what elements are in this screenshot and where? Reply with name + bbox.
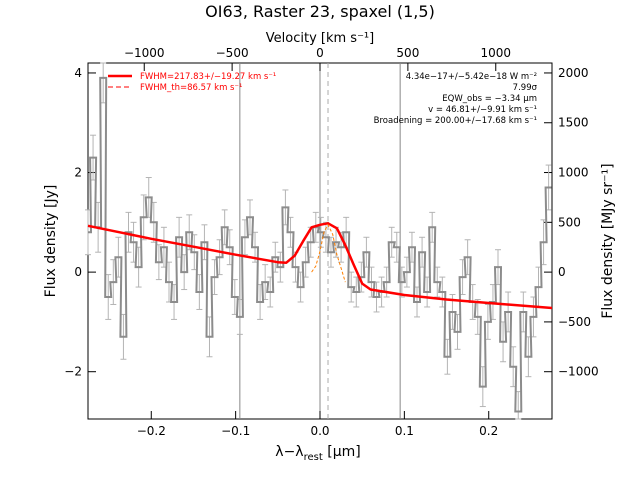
- y-axis-label-right: Flux density [MJy sr⁻¹]: [600, 163, 616, 318]
- right-tick-label: 2000: [558, 66, 589, 80]
- legend: FWHM=217.83+/−19.27 km s⁻¹ FWHM_th=86.57…: [108, 72, 276, 93]
- chart-title: OI63, Raster 23, spaxel (1,5): [205, 2, 435, 21]
- series-group: [87, 76, 553, 413]
- right-tick-label: 1000: [558, 166, 589, 180]
- right-tick-label: 0: [558, 265, 566, 279]
- annotations: 4.34e−17+/−5.42e−18 W m⁻² 7.99σ EQW_obs …: [374, 72, 538, 126]
- annotation-broadening: Broadening = 200.00+/−17.68 km s⁻¹: [374, 116, 537, 126]
- axis-ticks: −0.2 −0.1 0.0 0.1 0.2 −2 0 2 4 −1000 −500 0 500 1000 −…: [64, 46, 598, 438]
- right-tick-label: −500: [558, 315, 591, 329]
- y-tick-label: 4: [74, 66, 82, 80]
- top-tick-label: −1000: [124, 46, 165, 60]
- top-tick-label: −500: [216, 46, 249, 60]
- y-tick-label: −2: [64, 365, 82, 379]
- thermal-width-curve: [311, 223, 346, 283]
- y-tick-label: 0: [74, 265, 82, 279]
- x-tick-label: 0.1: [395, 424, 414, 438]
- y-axis-label: Flux density [Jy]: [43, 185, 59, 298]
- top-tick-label: 500: [396, 46, 419, 60]
- top-tick-label: 0: [316, 46, 324, 60]
- x-axis-label-unit: [μm]: [323, 444, 361, 460]
- x-axis-label: λ−λrest [μm]: [275, 444, 360, 463]
- x-tick-label: −0.1: [221, 424, 250, 438]
- top-tick-label: 1000: [480, 46, 511, 60]
- right-tick-label: −1000: [558, 365, 599, 379]
- x-axis-label-main: λ−λ: [275, 444, 303, 460]
- annotation-sigma: 7.99σ: [513, 83, 538, 93]
- x-axis-label-sub: rest: [304, 452, 323, 463]
- annotation-flux: 4.34e−17+/−5.42e−18 W m⁻²: [406, 72, 537, 82]
- annotation-eqw: EQW_obs = −3.34 μm: [442, 94, 537, 104]
- top-axis-label: Velocity [km s⁻¹]: [266, 31, 374, 46]
- right-tick-label: 1500: [558, 116, 589, 130]
- x-tick-label: 0.0: [310, 424, 329, 438]
- right-tick-label: 500: [558, 215, 581, 229]
- vertical-markers: [239, 63, 401, 419]
- x-tick-label: −0.2: [137, 424, 166, 438]
- y-tick-label: 2: [74, 166, 82, 180]
- legend-thermal-label: FWHM_th=86.57 km s⁻¹: [140, 83, 242, 93]
- annotation-velocity: v = 46.81+/−9.91 km s⁻¹: [428, 105, 537, 115]
- legend-fit-label: FWHM=217.83+/−19.27 km s⁻¹: [140, 72, 276, 82]
- x-tick-label: 0.2: [479, 424, 498, 438]
- fit-curve: [87, 222, 553, 310]
